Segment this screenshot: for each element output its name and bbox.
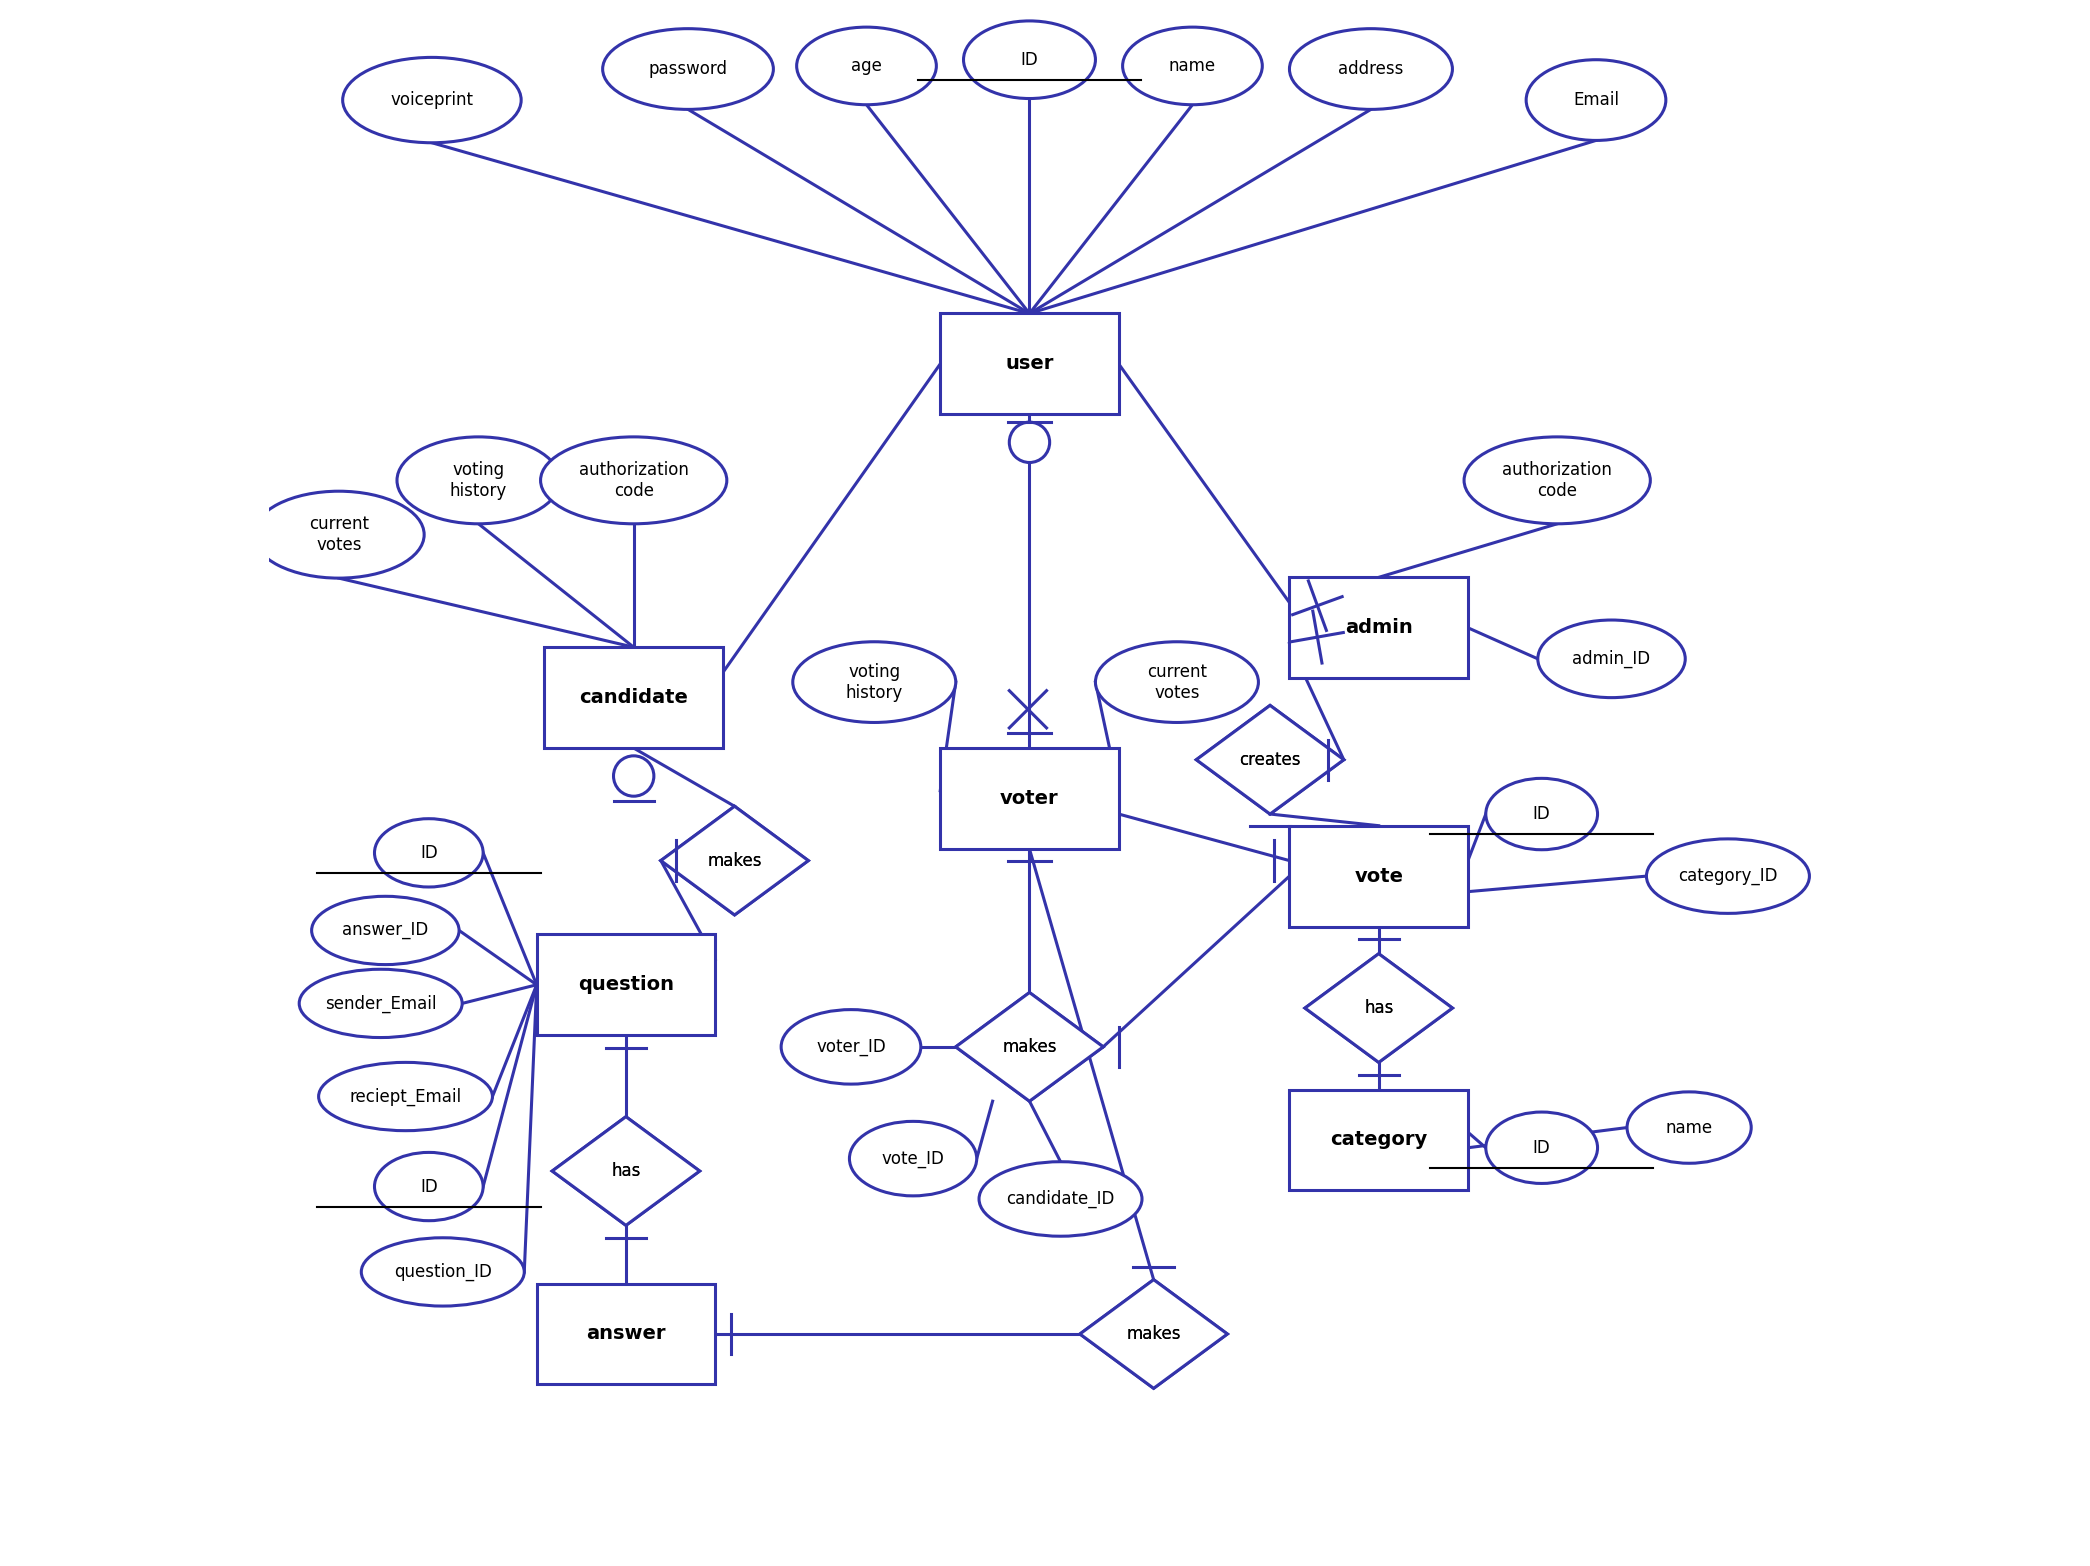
FancyBboxPatch shape xyxy=(537,935,715,1035)
Ellipse shape xyxy=(253,492,424,578)
Circle shape xyxy=(1009,423,1049,462)
Ellipse shape xyxy=(318,1062,493,1131)
Text: ID: ID xyxy=(420,1178,437,1195)
Text: makes: makes xyxy=(1127,1325,1181,1344)
Text: ID: ID xyxy=(1532,805,1551,824)
FancyBboxPatch shape xyxy=(1290,1090,1467,1190)
Text: has: has xyxy=(1365,999,1394,1016)
Text: password: password xyxy=(648,60,727,78)
Text: authorization
code: authorization code xyxy=(579,460,688,500)
Text: vote: vote xyxy=(1354,866,1402,886)
Ellipse shape xyxy=(397,437,560,523)
Text: ID: ID xyxy=(420,844,437,861)
Text: makes: makes xyxy=(706,852,763,869)
Polygon shape xyxy=(552,1117,700,1225)
Ellipse shape xyxy=(374,819,483,886)
Text: address: address xyxy=(1338,60,1404,78)
Ellipse shape xyxy=(299,969,462,1038)
Text: creates: creates xyxy=(1239,750,1300,769)
Text: candidate_ID: candidate_ID xyxy=(1005,1190,1114,1207)
Polygon shape xyxy=(1195,705,1344,814)
FancyBboxPatch shape xyxy=(543,647,723,749)
Ellipse shape xyxy=(792,642,955,722)
Ellipse shape xyxy=(1290,28,1453,110)
Ellipse shape xyxy=(343,58,520,143)
Text: ID: ID xyxy=(1532,1138,1551,1157)
FancyBboxPatch shape xyxy=(537,1284,715,1384)
Text: makes: makes xyxy=(1127,1325,1181,1344)
Ellipse shape xyxy=(374,1153,483,1220)
Text: admin_ID: admin_ID xyxy=(1572,650,1651,669)
Text: voter_ID: voter_ID xyxy=(815,1038,886,1055)
Text: voting
history: voting history xyxy=(449,460,508,500)
Text: makes: makes xyxy=(1003,1038,1058,1055)
Text: question_ID: question_ID xyxy=(393,1262,491,1281)
Text: current
votes: current votes xyxy=(309,515,368,554)
Text: question: question xyxy=(579,976,673,994)
Text: candidate: candidate xyxy=(579,687,688,708)
Ellipse shape xyxy=(362,1237,525,1306)
Text: voter: voter xyxy=(1001,789,1060,808)
Ellipse shape xyxy=(1486,1112,1597,1184)
Text: admin: admin xyxy=(1344,619,1413,637)
Text: has: has xyxy=(610,1162,642,1181)
Polygon shape xyxy=(1304,954,1453,1062)
Polygon shape xyxy=(1195,705,1344,814)
Ellipse shape xyxy=(1626,1092,1751,1164)
Ellipse shape xyxy=(1095,642,1258,722)
Polygon shape xyxy=(1081,1279,1227,1389)
Polygon shape xyxy=(660,806,809,915)
Ellipse shape xyxy=(602,28,773,110)
Ellipse shape xyxy=(1465,437,1651,523)
Text: category: category xyxy=(1329,1131,1427,1149)
Ellipse shape xyxy=(1538,620,1685,697)
Text: category_ID: category_ID xyxy=(1678,868,1779,885)
Polygon shape xyxy=(955,993,1104,1101)
Text: name: name xyxy=(1168,56,1216,75)
FancyBboxPatch shape xyxy=(1290,825,1467,927)
Text: ID: ID xyxy=(1020,50,1039,69)
Polygon shape xyxy=(552,1117,700,1225)
Ellipse shape xyxy=(849,1121,976,1196)
Polygon shape xyxy=(1081,1279,1227,1389)
Text: answer: answer xyxy=(585,1325,667,1344)
Text: makes: makes xyxy=(1003,1038,1058,1055)
Text: vote_ID: vote_ID xyxy=(882,1149,945,1168)
Ellipse shape xyxy=(1526,60,1666,141)
Ellipse shape xyxy=(1486,778,1597,850)
Ellipse shape xyxy=(782,1010,922,1084)
Ellipse shape xyxy=(796,27,936,105)
Polygon shape xyxy=(660,806,809,915)
Text: current
votes: current votes xyxy=(1147,662,1206,702)
Text: makes: makes xyxy=(706,852,763,869)
Text: authorization
code: authorization code xyxy=(1503,460,1611,500)
Text: has: has xyxy=(610,1162,642,1181)
Text: Email: Email xyxy=(1574,91,1620,110)
Text: sender_Email: sender_Email xyxy=(324,994,437,1013)
Polygon shape xyxy=(1304,954,1453,1062)
Ellipse shape xyxy=(978,1162,1141,1236)
Ellipse shape xyxy=(541,437,727,523)
Ellipse shape xyxy=(963,20,1095,99)
Text: age: age xyxy=(851,56,882,75)
Text: name: name xyxy=(1666,1118,1712,1137)
Text: reciept_Email: reciept_Email xyxy=(349,1087,462,1106)
Ellipse shape xyxy=(1122,27,1262,105)
Polygon shape xyxy=(955,993,1104,1101)
FancyBboxPatch shape xyxy=(940,313,1118,415)
Text: voting
history: voting history xyxy=(846,662,903,702)
Ellipse shape xyxy=(1647,839,1810,913)
Circle shape xyxy=(614,756,654,796)
Text: has: has xyxy=(1365,999,1394,1016)
Text: user: user xyxy=(1005,354,1053,373)
Text: creates: creates xyxy=(1239,750,1300,769)
FancyBboxPatch shape xyxy=(940,749,1118,849)
Text: answer_ID: answer_ID xyxy=(343,921,428,940)
Text: voiceprint: voiceprint xyxy=(391,91,474,110)
Ellipse shape xyxy=(311,896,460,965)
FancyBboxPatch shape xyxy=(1290,578,1467,678)
